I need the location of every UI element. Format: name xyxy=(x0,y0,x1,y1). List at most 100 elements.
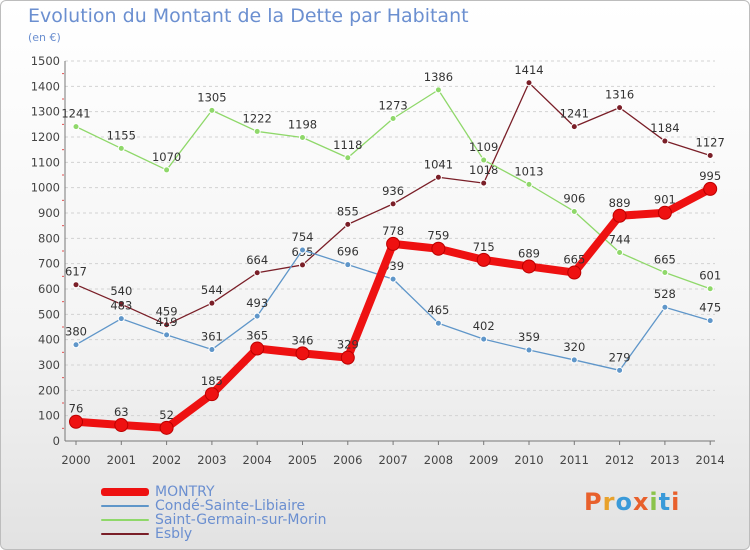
x-tick-label: 2006 xyxy=(333,453,362,467)
data-point xyxy=(163,321,171,329)
data-point xyxy=(253,312,261,320)
data-point xyxy=(340,350,355,365)
data-label: 1241 xyxy=(560,107,589,121)
data-point xyxy=(703,181,718,196)
data-point xyxy=(616,366,624,374)
data-label: 1155 xyxy=(107,128,136,142)
data-point xyxy=(661,137,669,145)
data-label: 1070 xyxy=(152,150,181,164)
data-point xyxy=(117,144,125,152)
y-tick-label: 700 xyxy=(38,257,60,271)
legend-swatch xyxy=(101,505,149,507)
data-label: 1127 xyxy=(696,135,725,149)
data-point xyxy=(525,346,533,354)
data-label: 696 xyxy=(337,245,359,259)
data-label: 540 xyxy=(110,284,132,298)
data-label: 279 xyxy=(609,350,631,364)
data-label: 1041 xyxy=(424,157,453,171)
data-point xyxy=(706,285,714,293)
data-label: 1118 xyxy=(333,138,362,152)
legend-label: Condé-Sainte-Libiaire xyxy=(155,498,306,514)
data-label: 1198 xyxy=(288,118,317,132)
data-point xyxy=(163,166,171,174)
x-tick-label: 2004 xyxy=(243,453,272,467)
data-point xyxy=(480,156,488,164)
y-tick-label: 1300 xyxy=(31,105,60,119)
data-label: 185 xyxy=(201,374,223,388)
data-point xyxy=(344,220,352,228)
data-point xyxy=(434,319,442,327)
data-point xyxy=(657,205,672,220)
y-tick-label: 0 xyxy=(53,434,60,448)
data-label: 402 xyxy=(473,319,495,333)
data-point xyxy=(661,303,669,311)
legend-label: Saint-Germain-sur-Morin xyxy=(155,512,327,528)
data-label: 901 xyxy=(654,193,676,207)
data-label: 1305 xyxy=(197,90,226,104)
chart-title: Evolution du Montant de la Dette par Hab… xyxy=(28,5,469,27)
data-label: 1109 xyxy=(469,140,498,154)
data-point xyxy=(208,106,216,114)
data-point xyxy=(159,420,174,435)
legend-label: MONTRY xyxy=(155,484,215,500)
x-tick-label: 2012 xyxy=(605,453,634,467)
data-point xyxy=(208,346,216,354)
data-point xyxy=(299,246,306,254)
data-point xyxy=(706,317,714,325)
y-tick-label: 400 xyxy=(38,333,60,347)
data-point xyxy=(344,261,352,269)
data-point xyxy=(114,418,129,433)
data-point xyxy=(434,173,442,181)
data-point xyxy=(522,259,536,274)
data-label: 1184 xyxy=(650,121,679,135)
data-label: 380 xyxy=(65,325,87,339)
legend-swatch xyxy=(101,488,149,496)
y-tick-label: 1200 xyxy=(31,130,60,144)
data-label: 528 xyxy=(654,287,676,301)
legend-swatch xyxy=(101,519,149,521)
data-point xyxy=(389,115,397,123)
data-point xyxy=(299,261,306,269)
data-label: 778 xyxy=(382,224,404,238)
x-tick-label: 2000 xyxy=(61,453,90,467)
data-point xyxy=(117,300,125,308)
logo-letter: i xyxy=(671,488,681,516)
data-label: 759 xyxy=(427,229,449,243)
data-point xyxy=(570,123,578,131)
x-tick-label: 2003 xyxy=(197,453,226,467)
data-point xyxy=(72,281,80,289)
logo-letter: i xyxy=(649,488,659,516)
data-label: 63 xyxy=(114,405,129,419)
data-label: 52 xyxy=(159,408,174,422)
data-label: 754 xyxy=(292,230,314,244)
y-tick-label: 500 xyxy=(38,307,60,321)
data-label: 906 xyxy=(563,191,585,205)
data-label: 664 xyxy=(246,253,268,267)
data-point xyxy=(661,269,669,277)
x-tick-label: 2014 xyxy=(696,453,725,467)
data-label: 889 xyxy=(609,196,631,210)
x-tick-label: 2013 xyxy=(650,453,679,467)
data-point xyxy=(72,123,80,131)
data-label: 329 xyxy=(337,338,359,352)
logo-letter: t xyxy=(658,488,672,516)
data-label: 365 xyxy=(246,329,268,343)
x-tick-label: 2010 xyxy=(514,453,543,467)
x-tick-label: 2008 xyxy=(424,453,453,467)
y-tick-label: 200 xyxy=(38,383,60,397)
data-label: 601 xyxy=(699,269,721,283)
legend-item: Esbly xyxy=(101,527,327,541)
data-point xyxy=(250,341,265,356)
y-tick-label: 1100 xyxy=(31,155,60,169)
data-point xyxy=(480,335,488,343)
logo-letter: o xyxy=(615,488,633,516)
data-label: 744 xyxy=(609,233,631,247)
logo-letter: P xyxy=(584,488,603,516)
data-label: 1241 xyxy=(61,107,90,121)
data-label: 936 xyxy=(382,184,404,198)
data-label: 665 xyxy=(563,253,585,267)
y-tick-label: 300 xyxy=(38,358,60,372)
data-label: 855 xyxy=(337,204,359,218)
data-label: 689 xyxy=(518,246,540,260)
